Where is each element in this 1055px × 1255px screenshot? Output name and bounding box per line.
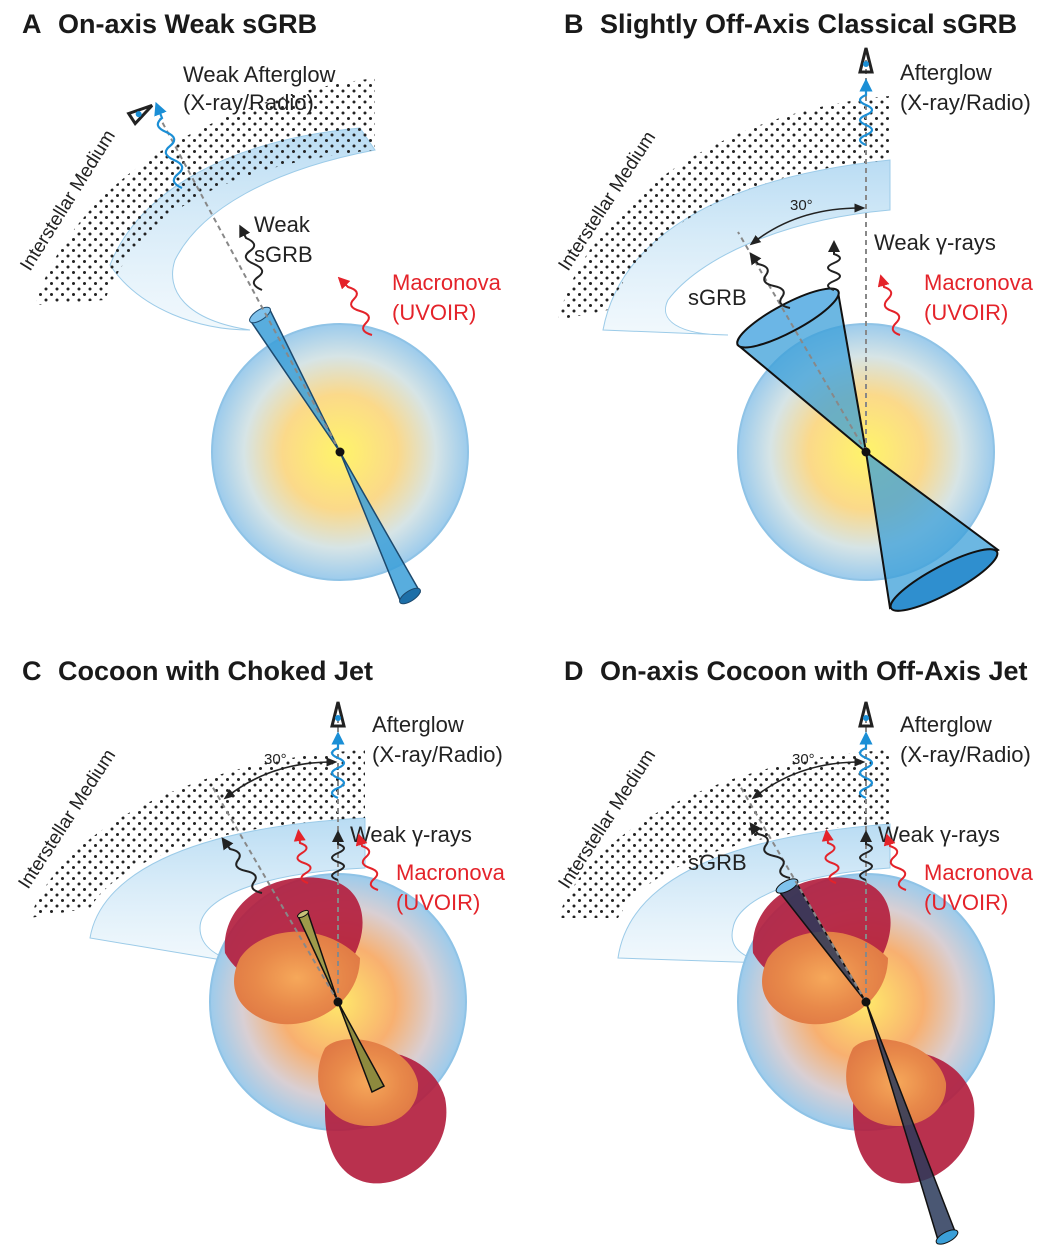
panel-a-macronova-label-1: Macronova	[392, 270, 502, 295]
panel-c-title: Cocoon with Choked Jet	[58, 656, 373, 686]
panel-b-gamma-label: Weak γ-rays	[874, 230, 996, 255]
panel-d-angle-label: 30°	[792, 751, 815, 768]
panel-d-cocoon-wave	[821, 829, 840, 884]
panel-b-angle-label: 30°	[790, 197, 813, 214]
panel-a-grb-wave	[239, 224, 264, 291]
panel-b-gamma-wave	[827, 240, 841, 291]
panel-b-letter: B	[564, 9, 584, 39]
panel-c: C Cocoon with Choked Jet Interstellar Me…	[0, 628, 527, 1255]
panel-d: D On-axis Cocoon with Off-Axis Jet Inter…	[528, 628, 1055, 1255]
panel-d-gamma-label: Weak γ-rays	[878, 822, 1000, 847]
panel-c-macronova-label-1: Macronova	[396, 860, 506, 885]
panel-b-jet	[736, 287, 1000, 612]
panel-d-angle-arc	[751, 757, 866, 800]
panel-d-eye-icon	[858, 701, 874, 728]
panel-b-macronova-wave	[877, 274, 901, 336]
panel-b-afterglow-label-2: (X-ray/Radio)	[900, 90, 1031, 115]
panel-d-macronova-wave	[883, 833, 907, 891]
panel-c-gamma-wave	[331, 830, 345, 881]
panel-d-afterglow-label-1: Afterglow	[900, 712, 992, 737]
panel-d-afterglow-wave	[858, 731, 874, 800]
panel-c-afterglow-label-1: Afterglow	[372, 712, 464, 737]
panel-c-center	[333, 997, 343, 1007]
panel-c-shell	[89, 817, 366, 964]
panel-a-afterglow-label-2: (X-ray/Radio)	[183, 90, 314, 115]
panel-a-grb-label-1: Weak	[254, 212, 311, 237]
panel-a: A On-axis Weak sGRB Interstellar Medium …	[0, 0, 527, 627]
panel-d-title: On-axis Cocoon with Off-Axis Jet	[600, 656, 1028, 686]
panel-d-macronova-label-1: Macronova	[924, 860, 1034, 885]
panel-c-offaxis-wave	[221, 837, 263, 894]
panel-a-ism-band	[35, 78, 375, 305]
panel-d-shell	[617, 823, 891, 964]
panel-a-letter: A	[22, 9, 42, 39]
panel-b-eye-icon	[858, 47, 874, 74]
panel-d-grb-label: sGRB	[688, 850, 747, 875]
panel-c-letter: C	[22, 656, 42, 686]
panel-b-title: Slightly Off-Axis Classical sGRB	[600, 9, 1017, 39]
panel-d-afterglow-label-2: (X-ray/Radio)	[900, 742, 1031, 767]
panel-d-jet	[775, 878, 959, 1245]
panel-b-center	[861, 447, 871, 457]
panel-c-gamma-label: Weak γ-rays	[350, 822, 472, 847]
panel-c-cocoon-wave	[293, 829, 312, 884]
panel-a-eye-icon	[126, 104, 154, 126]
panel-a-macronova-label-2: (UVOIR)	[392, 300, 476, 325]
panel-d-grb-wave	[749, 822, 791, 879]
panel-d-center	[861, 997, 871, 1007]
panel-b: B Slightly Off-Axis Classical sGRB Inter…	[528, 0, 1055, 627]
panel-c-jet	[296, 909, 386, 1094]
panel-d-gamma-wave	[859, 830, 873, 881]
panel-a-grb-label-2: sGRB	[254, 242, 313, 267]
panel-a-title: On-axis Weak sGRB	[58, 9, 317, 39]
panel-b-afterglow-label-1: Afterglow	[900, 60, 992, 85]
panel-b-macronova-label-2: (UVOIR)	[924, 300, 1008, 325]
panel-b-afterglow-wave	[858, 78, 874, 147]
panel-b-jet-axis	[737, 231, 867, 453]
panel-c-eye-icon	[330, 701, 346, 728]
panel-d-letter: D	[564, 656, 584, 686]
panel-c-macronova-label-2: (UVOIR)	[396, 890, 480, 915]
panel-a-axis	[159, 117, 341, 453]
panel-b-grb-wave	[749, 252, 791, 309]
panel-b-grb-label: sGRB	[688, 285, 747, 310]
panel-b-angle-arc	[749, 203, 866, 246]
panel-c-macronova-wave	[355, 833, 379, 891]
panel-c-angle-arc	[223, 757, 338, 800]
panel-c-afterglow-label-2: (X-ray/Radio)	[372, 742, 503, 767]
panel-d-jet-axis	[739, 785, 867, 1003]
panel-c-angle-label: 30°	[264, 751, 287, 768]
panel-c-jet-axis	[211, 785, 339, 1003]
panel-d-macronova-label-2: (UVOIR)	[924, 890, 1008, 915]
panel-a-center	[335, 447, 345, 457]
panel-b-macronova-label-1: Macronova	[924, 270, 1034, 295]
panel-a-jet	[248, 306, 422, 605]
panel-b-ism-band	[558, 96, 890, 320]
panel-a-macronova-wave	[337, 276, 373, 336]
panel-a-afterglow-label-1: Weak Afterglow	[183, 62, 336, 87]
panel-a-afterglow-wave	[154, 101, 184, 190]
panel-c-afterglow-wave	[330, 731, 346, 800]
